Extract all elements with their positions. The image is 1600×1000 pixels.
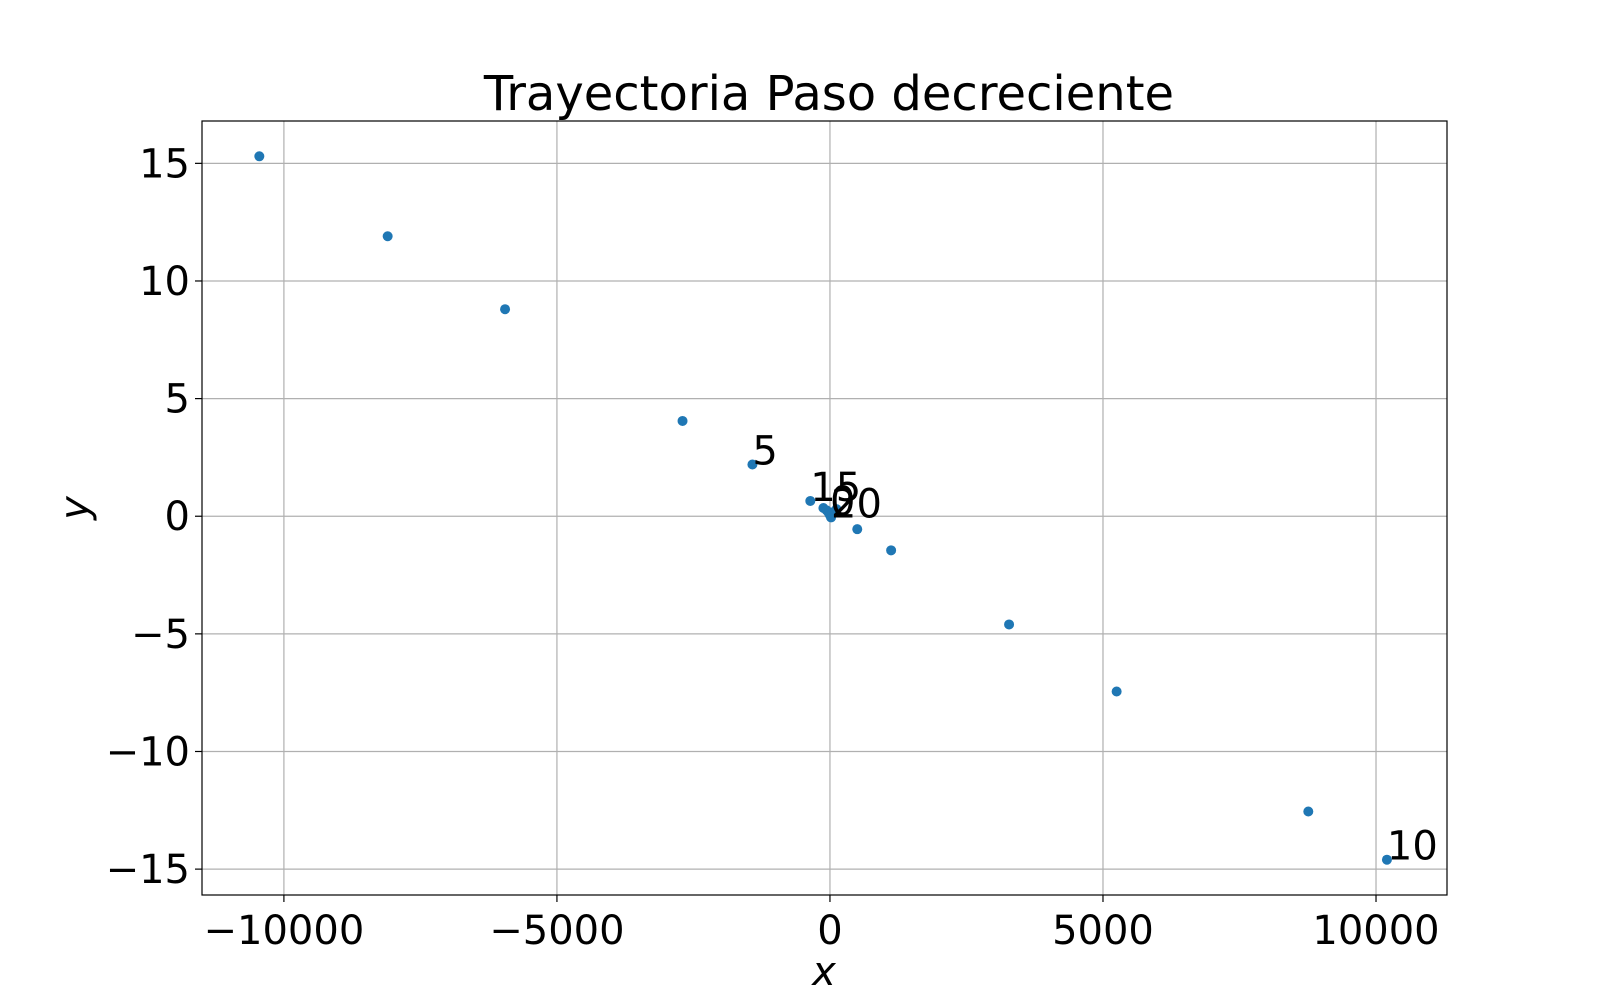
scatter-point [382,231,393,242]
x-axis-label: x [810,949,836,995]
x-tick-label: 5000 [1052,908,1154,954]
scatter-point [1381,854,1392,865]
grid-layer [202,121,1447,895]
points-layer [254,151,1392,865]
scatter-point [1111,686,1122,697]
scatter-point [500,304,511,315]
scatter-point [852,524,863,535]
x-tick-label: 0 [817,908,842,954]
point-annotation: 5 [752,428,777,474]
scatter-point [805,495,816,506]
y-axis: −15 −10 −5 0 5 10 15 [106,141,202,893]
y-tick-label: −5 [131,612,190,658]
x-tick-label: 10000 [1312,908,1439,954]
y-tick-label: 15 [139,141,190,187]
chart-title: Trayectoria Paso decreciente [483,66,1174,122]
point-annotation: 0 [830,479,855,525]
y-tick-label: 0 [165,494,190,540]
y-tick-label: −10 [106,729,190,775]
y-tick-label: 10 [139,259,190,305]
y-axis-label: y [52,495,98,521]
scatter-point [886,545,897,556]
point-annotation: 20 [831,481,882,527]
y-tick-label: 5 [165,377,190,423]
scatter-point [1004,619,1015,630]
scatter-point [747,459,758,470]
x-axis: −10000 −5000 0 5000 10000 [204,895,1440,954]
scatter-point [677,415,688,426]
plot-area-frame [201,120,1448,896]
x-tick-label: −10000 [204,908,365,954]
x-tick-label: −5000 [489,908,624,954]
y-tick-label: −15 [106,847,190,893]
scatter-point [1303,806,1314,817]
scatter-point [254,151,265,162]
point-annotation: 15 [810,465,861,511]
scatter-point [831,504,842,515]
point-annotation: 10 [1387,824,1438,870]
